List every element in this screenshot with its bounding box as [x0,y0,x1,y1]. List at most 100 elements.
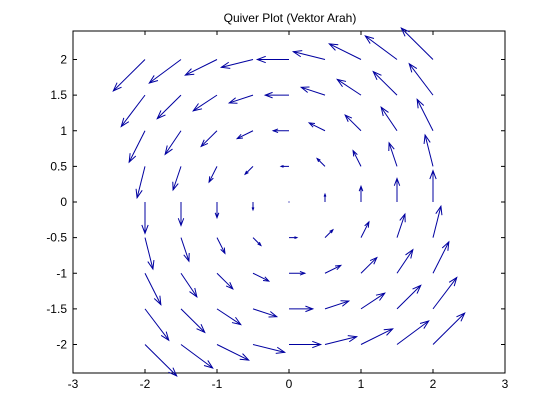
quiver-arrow [289,270,307,276]
tick-labels: -3 -2 -1 0 1 2 3 -2 -1.5 -1 -0.5 0 0.5 1 1.5 2 [46,53,508,392]
quiver-arrow [251,202,255,212]
quiver-arrow [360,328,394,345]
y-tick-label: 0.5 [50,159,67,173]
quiver-arrow [172,166,182,192]
quiver-arrow [358,184,364,202]
quiver-arrow [252,272,271,282]
quiver-arrow [219,59,254,69]
y-tick-label: -1 [56,266,67,280]
quiver-arrow [216,272,234,290]
y-tick-label: -1.5 [46,302,67,316]
y-tick-label: 0 [60,195,67,209]
quiver-arrow [227,94,254,104]
quiver-arrow [216,308,242,326]
quiver-arrow [372,70,398,96]
quiver-arrow [180,344,214,369]
quiver-arrow [244,166,254,176]
x-tick-label: -3 [68,377,79,391]
y-tick-label: 1 [60,124,67,138]
quiver-arrow [400,27,434,60]
quiver-arrow [184,59,218,76]
quiver-arrow [200,130,218,148]
quiver-arrow [396,320,430,345]
quiver-arrow [393,177,401,202]
quiver-arrow [380,106,398,132]
x-tick-label: -2 [140,377,151,391]
quiver-arrow [429,169,437,202]
quiver-arrow [148,59,182,84]
quiver-arrow [135,166,146,200]
quiver-arrow [216,344,250,361]
quiver-arrow [432,312,466,345]
quiver-arrow [180,272,198,298]
quiver-arrow [307,122,326,132]
quiver-arrow [352,149,362,167]
x-tick-label: 3 [502,377,509,391]
quiver-arrow [288,201,290,203]
quiver-arrow [120,94,146,128]
quiver-arrow [289,340,323,349]
quiver-arrow [396,248,414,274]
quiver-arrow [324,228,334,238]
quiver-arrow [432,204,443,238]
quiver-arrow [344,114,362,132]
quiver-arrow [279,164,289,168]
quiver-arrow [364,35,398,60]
quiver-arrow [432,276,458,310]
quiver-arrow [388,141,398,167]
quiver-arrow [216,237,226,255]
quiver-arrow [112,59,146,92]
quiver-arrow [192,94,218,112]
quiver-arrow [423,133,434,167]
x-tick-label: 1 [358,377,365,391]
quiver-arrow [291,50,326,60]
quiver-arrow [360,256,378,274]
quiver-arrow [128,130,146,164]
y-tick-label: 2 [60,53,67,67]
quiver-arrow [324,335,359,345]
quiver-arrow [396,212,406,238]
quiver-arrow [328,43,362,60]
quiver-arrow [336,78,362,96]
quiver-arrow [235,130,254,140]
quiver-arrow [416,98,434,131]
vector-field [112,27,466,377]
quiver-arrow [177,202,185,227]
quiver-arrow [144,344,178,377]
quiver-arrow [289,236,299,240]
quiver-arrow [299,86,326,96]
quiver-arrow [408,62,434,96]
y-tick-label: 1.5 [50,88,67,102]
quiver-arrow [214,202,220,220]
quiver-arrow [289,305,315,313]
quiver-arrow [432,240,450,274]
quiver-arrow [156,94,182,120]
quiver-arrow [324,264,343,274]
quiver-arrow [360,292,386,310]
quiver-arrow [324,300,351,310]
quiver-arrow [208,166,218,184]
x-tick-label: 0 [286,377,293,391]
x-tick-label: 2 [430,377,437,391]
quiver-arrow [255,55,289,64]
quiver-arrow [323,192,327,202]
y-tick-label: -0.5 [46,231,67,245]
quiver-arrow [252,308,279,318]
y-tick-label: -2 [56,338,67,352]
x-tick-label: -1 [212,377,223,391]
quiver-arrow [164,130,182,156]
quiver-arrow [144,237,155,271]
quiver-arrow [263,91,289,99]
quiver-arrow [144,273,162,306]
quiver-arrow [144,308,170,342]
quiver-arrow [252,344,287,354]
quiver-arrow [360,220,370,238]
axis-ticks [72,31,506,373]
chart-title: Quiver Plot (Vektor Arah) [224,11,357,25]
quiver-arrow [396,284,422,310]
quiver-arrow [180,237,190,263]
quiver-arrow [271,128,289,134]
quiver-arrow [141,202,149,235]
